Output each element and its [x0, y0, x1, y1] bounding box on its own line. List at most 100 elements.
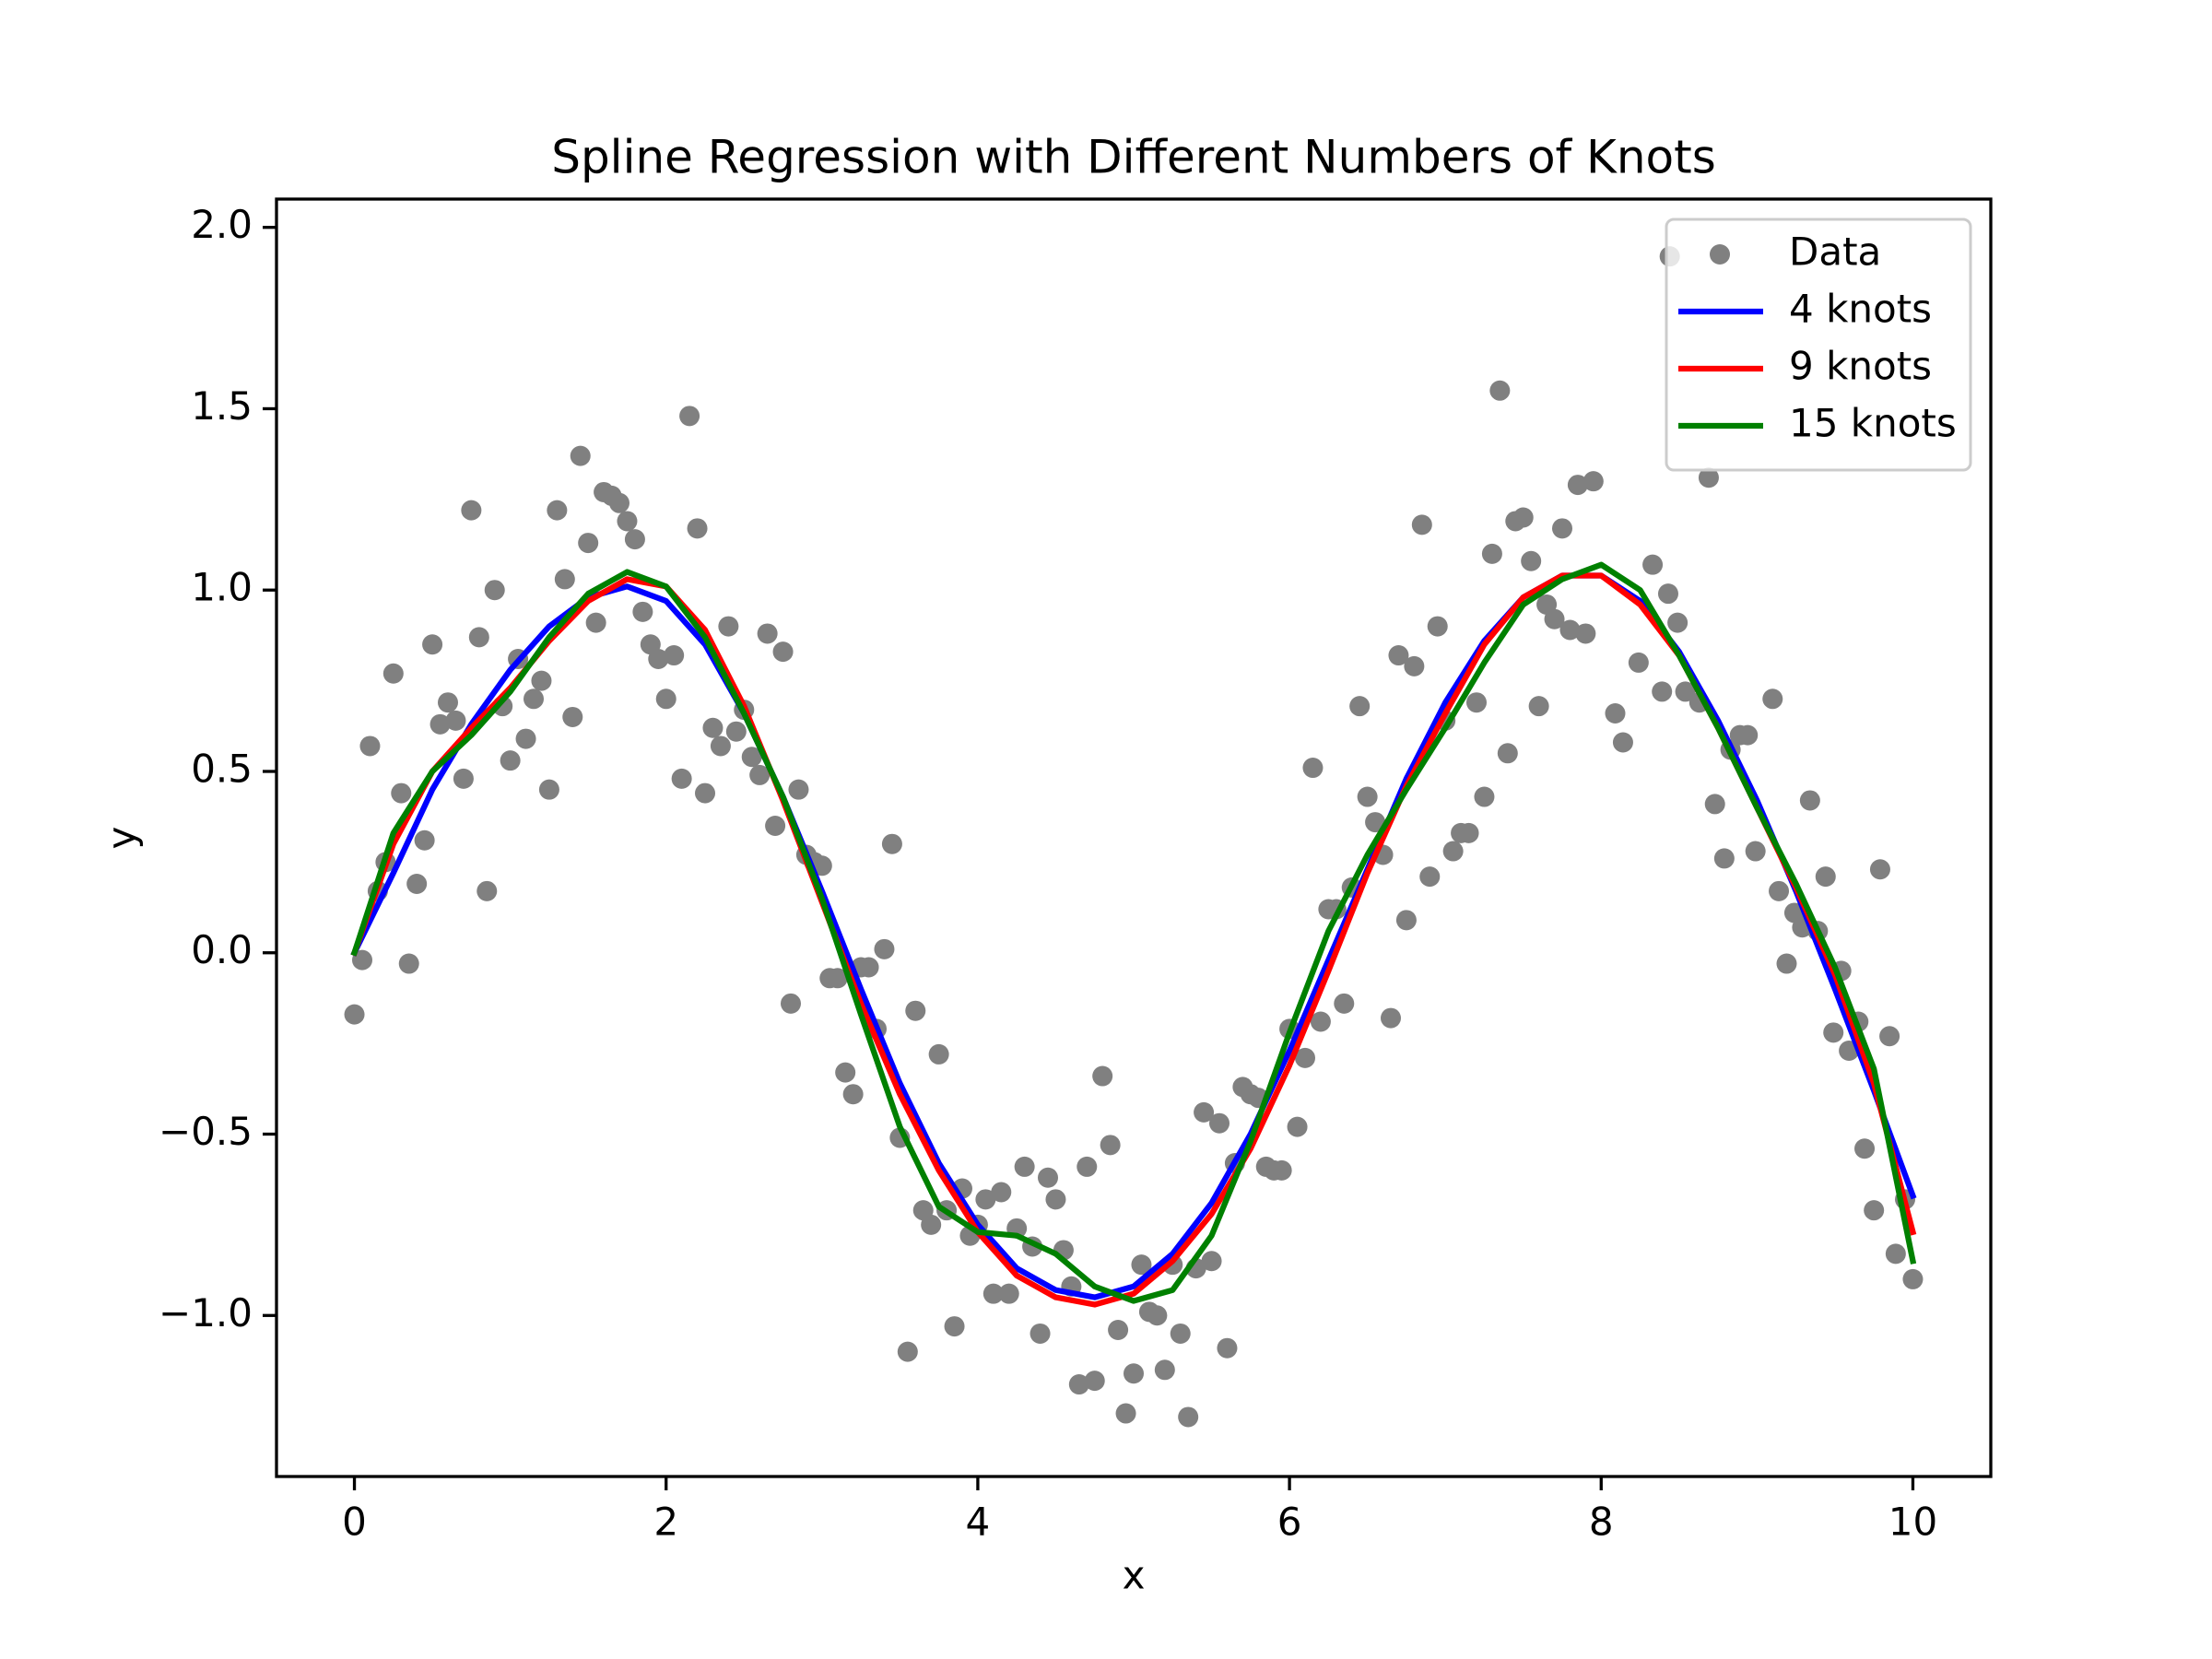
- data-point: [1388, 645, 1409, 666]
- x-tick-label: 2: [653, 1500, 678, 1545]
- data-point: [975, 1189, 996, 1210]
- x-tick-label: 6: [1277, 1500, 1302, 1545]
- data-point: [827, 968, 848, 989]
- data-point: [1395, 910, 1417, 931]
- data-point: [725, 721, 747, 742]
- data-point: [1411, 514, 1432, 535]
- data-point: [538, 779, 559, 800]
- data-point: [1084, 1371, 1105, 1392]
- data-point: [982, 1283, 1004, 1304]
- data-point: [1512, 507, 1534, 528]
- x-tick-label: 4: [966, 1500, 991, 1545]
- data-point: [1657, 583, 1678, 605]
- data-point: [453, 768, 474, 789]
- legend-label: 4 knots: [1789, 287, 1932, 332]
- data-point: [1131, 1254, 1152, 1276]
- data-point: [570, 445, 591, 466]
- data-point: [398, 953, 419, 974]
- data-point: [1427, 616, 1448, 637]
- data-point: [547, 500, 568, 521]
- data-point: [1762, 688, 1783, 710]
- data-point: [998, 1283, 1019, 1304]
- data-point: [1612, 732, 1633, 753]
- y-tick-label: 0.5: [191, 746, 253, 791]
- y-axis-label: y: [100, 827, 145, 850]
- y-tick-label: 1.5: [191, 383, 253, 429]
- data-point: [382, 663, 404, 684]
- data-point: [524, 688, 544, 710]
- data-point: [1170, 1323, 1191, 1344]
- data-point: [1698, 467, 1719, 488]
- data-point: [858, 957, 879, 978]
- data-point: [1605, 703, 1626, 724]
- data-point: [1038, 1167, 1058, 1188]
- data-point: [1776, 953, 1797, 974]
- data-point: [655, 688, 677, 710]
- data-point: [765, 816, 786, 837]
- data-point: [695, 782, 715, 804]
- data-point: [429, 713, 451, 735]
- data-point: [710, 735, 731, 757]
- data-point: [757, 623, 778, 644]
- data-point: [1115, 1403, 1136, 1424]
- data-point: [811, 855, 832, 877]
- data-point: [702, 717, 724, 738]
- legend-box: [1665, 218, 1972, 472]
- plot-area: [344, 246, 1924, 1428]
- data-point: [1092, 1065, 1113, 1087]
- data-point: [359, 735, 381, 757]
- data-point: [1419, 866, 1441, 888]
- data-point: [562, 706, 583, 727]
- data-point: [1442, 841, 1464, 862]
- data-point: [1108, 1320, 1129, 1341]
- data-point: [664, 645, 685, 666]
- data-point: [1100, 1135, 1121, 1156]
- data-point: [1466, 692, 1487, 713]
- data-point: [1704, 794, 1725, 815]
- data-point: [1178, 1406, 1199, 1428]
- data-point: [632, 601, 653, 622]
- data-point: [874, 938, 895, 959]
- data-point: [648, 648, 669, 669]
- data-point: [1567, 475, 1588, 496]
- data-point: [921, 1214, 942, 1235]
- data-point: [1124, 1363, 1144, 1384]
- data-point: [897, 1341, 918, 1362]
- data-point: [1271, 1159, 1292, 1181]
- data-point: [609, 492, 629, 513]
- data-point: [1528, 696, 1549, 717]
- x-tick-label: 8: [1589, 1500, 1614, 1545]
- x-tick-label: 10: [1888, 1500, 1937, 1545]
- data-point: [1575, 623, 1596, 644]
- data-point: [1869, 859, 1890, 880]
- data-point: [1077, 1156, 1098, 1177]
- data-point: [781, 993, 801, 1014]
- data-point: [741, 747, 762, 768]
- data-point: [1745, 841, 1766, 862]
- data-point: [1823, 1022, 1844, 1043]
- data-point: [1675, 681, 1696, 702]
- data-point: [554, 569, 575, 590]
- y-tick-label: −0.5: [159, 1109, 253, 1154]
- data-point: [1799, 790, 1820, 811]
- data-point: [1349, 696, 1371, 717]
- legend-label: 9 knots: [1789, 344, 1932, 389]
- data-point: [1489, 380, 1511, 401]
- data-point: [1154, 1359, 1175, 1381]
- data-point: [617, 511, 638, 532]
- data-point: [671, 768, 692, 789]
- data-point: [1334, 993, 1355, 1014]
- data-point: [881, 833, 902, 854]
- x-tick-label: 0: [342, 1500, 367, 1545]
- legend-label: Data: [1789, 229, 1881, 275]
- data-point: [1497, 743, 1518, 764]
- data-point: [835, 1062, 856, 1083]
- data-point: [1902, 1268, 1924, 1289]
- x-axis-label: x: [1123, 1553, 1146, 1598]
- data-point: [718, 616, 739, 637]
- data-point: [531, 670, 552, 691]
- data-point: [1217, 1337, 1238, 1359]
- data-point: [1854, 1138, 1876, 1159]
- data-point: [905, 1000, 926, 1021]
